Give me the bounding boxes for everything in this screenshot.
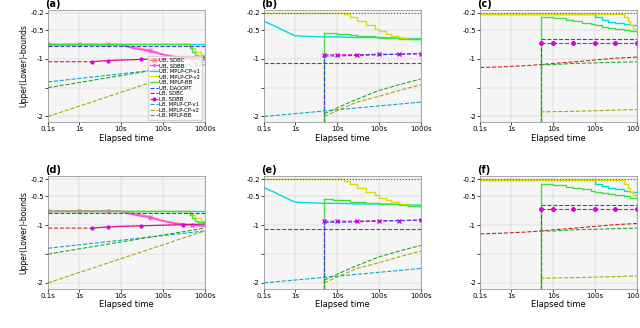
Text: (a): (a) [45, 0, 60, 9]
Text: (c): (c) [477, 0, 492, 9]
Y-axis label: Upper(Lower)-bounds: Upper(Lower)-bounds [20, 191, 29, 274]
X-axis label: Elapsed time: Elapsed time [315, 300, 370, 309]
Legend: UB, SDBC, UB, SDBB, UB, MPLP-CP-v1, UB, MPLP-CP-v2, UB, MPLP-BB, UB, DAOOPT, LB,: UB, SDBC, UB, SDBB, UB, MPLP-CP-v1, UB, … [148, 56, 202, 120]
Text: (f): (f) [477, 165, 490, 175]
X-axis label: Elapsed time: Elapsed time [315, 134, 370, 143]
Text: (e): (e) [261, 165, 276, 175]
Text: (b): (b) [261, 0, 277, 9]
X-axis label: Elapsed time: Elapsed time [99, 300, 154, 309]
Y-axis label: Upper(Lower)-bounds: Upper(Lower)-bounds [20, 25, 29, 108]
X-axis label: Elapsed time: Elapsed time [531, 134, 586, 143]
X-axis label: Elapsed time: Elapsed time [99, 134, 154, 143]
Text: (d): (d) [45, 165, 61, 175]
X-axis label: Elapsed time: Elapsed time [531, 300, 586, 309]
